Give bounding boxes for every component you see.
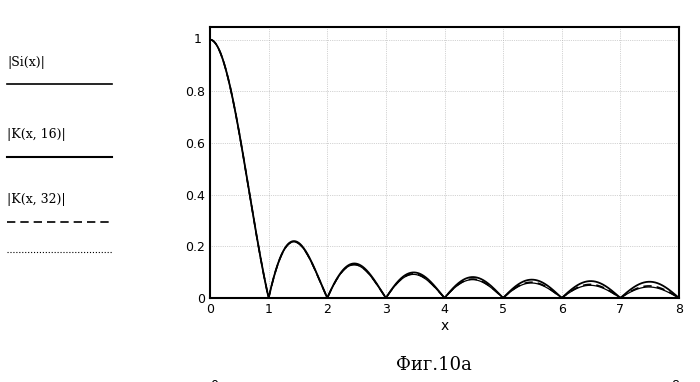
Text: |Si(x)|: |Si(x)| bbox=[7, 56, 45, 69]
Text: |K(x, 16)|: |K(x, 16)| bbox=[7, 128, 66, 141]
Text: |K(x, 32)|: |K(x, 32)| bbox=[7, 193, 66, 206]
Text: 8: 8 bbox=[671, 379, 679, 382]
Text: Фиг.10a: Фиг.10a bbox=[396, 356, 472, 374]
X-axis label: x: x bbox=[440, 319, 449, 333]
Text: 1: 1 bbox=[194, 33, 202, 46]
Text: 0: 0 bbox=[210, 379, 218, 382]
